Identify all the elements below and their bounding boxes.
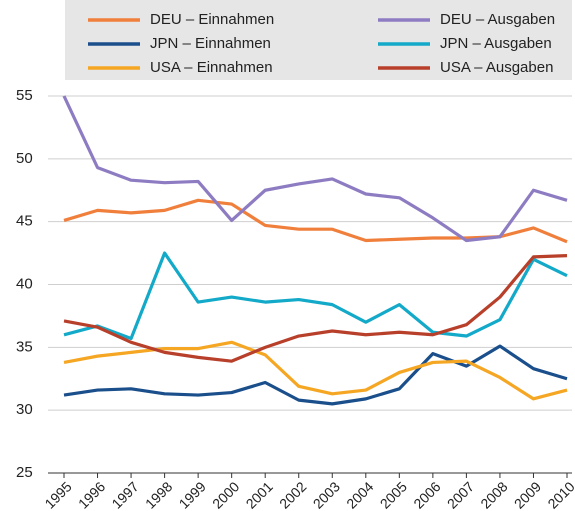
y-tick-label: 50	[16, 150, 33, 167]
y-tick-label: 55	[16, 87, 33, 104]
series-line	[62, 95, 568, 243]
y-tick-label: 40	[16, 275, 33, 292]
x-tick-label: 2007	[444, 478, 477, 511]
x-tick-label: 2006	[410, 478, 443, 511]
series-line	[63, 253, 568, 363]
x-tick-label: 1996	[75, 478, 108, 511]
legend-background	[65, 0, 572, 80]
x-tick-label: 1995	[41, 478, 74, 511]
x-tick-label: 2004	[343, 478, 376, 511]
legend-label: USA – Ausgaben	[440, 59, 553, 76]
x-tick-label: 2003	[310, 478, 343, 511]
legend-label: DEU – Einnahmen	[150, 11, 274, 28]
legend-label: DEU – Ausgaben	[440, 11, 555, 28]
x-tick-label: 2009	[511, 478, 544, 511]
x-tick-label: 2010	[544, 478, 575, 511]
x-tick-label: 2001	[243, 478, 276, 511]
series-line	[63, 340, 568, 401]
y-tick-label: 45	[16, 213, 33, 230]
x-tick-label: 1999	[176, 478, 209, 511]
x-tick-label: 2005	[377, 478, 410, 511]
legend-label: JPN – Einnahmen	[150, 35, 271, 52]
legend-label: JPN – Ausgaben	[440, 35, 552, 52]
x-tick-label: 2000	[209, 478, 242, 511]
y-tick-label: 30	[16, 401, 33, 418]
y-tick-label: 35	[16, 338, 33, 355]
series-line	[63, 344, 568, 406]
y-tick-label: 25	[16, 464, 33, 481]
legend-label: USA – Einnahmen	[150, 59, 273, 76]
x-tick-label: 1998	[142, 478, 175, 511]
x-tick-label: 1997	[108, 478, 141, 511]
x-tick-label: 2002	[276, 478, 309, 511]
series-line	[63, 198, 568, 244]
series-line	[63, 251, 568, 341]
x-tick-label: 2008	[477, 478, 510, 511]
